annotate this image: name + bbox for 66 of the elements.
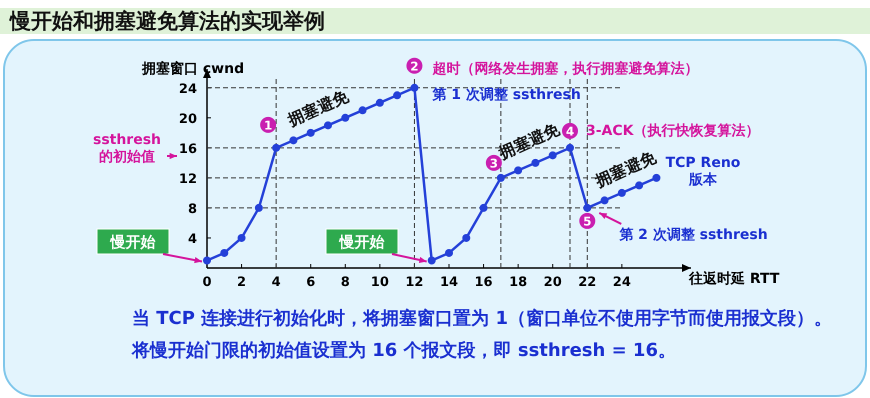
x-tick-label: 12 [405, 275, 424, 290]
point [531, 158, 540, 167]
point [635, 181, 644, 190]
y-tick-label: 16 [178, 142, 197, 157]
x-tick-label: 8 [340, 275, 350, 290]
point [358, 106, 367, 114]
annotation: 3 [490, 156, 498, 170]
point [254, 204, 263, 212]
y-tick-label: 8 [188, 202, 197, 217]
x-tick-label: 10 [370, 275, 389, 290]
point [496, 174, 505, 182]
point [618, 188, 626, 197]
x-tick-label: 20 [544, 275, 562, 290]
annotation: 5 [583, 214, 592, 228]
annotation: 4 [566, 124, 574, 138]
y-tick-label: 12 [178, 172, 197, 187]
text: 当 TCP 连接进行初始化时，将拥塞窗口置为 1（窗口单位不使用字节而使用报文段）。 [132, 307, 832, 331]
annotation: 拥塞避免 [284, 86, 352, 130]
x-tick-label: 0 [202, 275, 212, 290]
annotation: 1 [264, 118, 272, 132]
point [548, 151, 557, 160]
point [566, 144, 574, 152]
annotation: TCP Reno 版本 [666, 155, 741, 188]
x-axis-title: 往返时延 RTT [688, 270, 780, 287]
point [393, 91, 402, 100]
point [428, 256, 436, 264]
point [445, 248, 453, 257]
x-tick-label: 14 [440, 275, 458, 290]
point [203, 256, 211, 264]
annotation: 慢开始 [110, 233, 156, 251]
annotation: 3-ACK（执行快恢复算法） [586, 122, 760, 139]
annotation: 拥塞避免 [592, 146, 660, 191]
chart-title: 慢开始和拥塞避免算法的实现举例 [9, 9, 325, 33]
point [514, 166, 522, 174]
x-tick-label: 2 [237, 275, 246, 290]
point [652, 174, 660, 182]
x-tick-label: 24 [612, 275, 631, 290]
point [238, 234, 246, 242]
annotation: 慢开始 [338, 233, 386, 251]
annotation: 第 1 次调整 ssthresh [431, 86, 581, 103]
point [272, 144, 280, 152]
x-tick-label: 4 [272, 275, 281, 290]
point [324, 121, 332, 130]
point [376, 98, 384, 107]
y-tick-label: 20 [178, 112, 197, 127]
point [289, 136, 298, 144]
point [480, 204, 488, 212]
point [410, 84, 418, 92]
y-tick-label: 24 [178, 82, 197, 97]
text: ssthresh 的初始值 [92, 132, 162, 165]
y-axis-title: 拥塞窗口 cwnd [141, 60, 244, 77]
x-tick-label: 22 [578, 275, 596, 290]
point [341, 114, 350, 122]
text: 将慢开始门限的初始值设置为 16 个报文段，即 ssthresh = 16。 [132, 339, 677, 363]
annotation: 超时（网络发生拥塞，执行拥塞避免算法） [431, 60, 698, 77]
y-tick-label: 4 [188, 232, 197, 247]
point [306, 128, 315, 137]
annotation: 第 2 次调整 ssthresh [618, 226, 768, 243]
point [220, 248, 228, 257]
x-tick-label: 16 [474, 275, 493, 290]
annotation: 2 [410, 59, 419, 74]
point [462, 234, 470, 242]
x-tick-label: 6 [306, 275, 316, 290]
x-tick-label: 18 [509, 275, 528, 290]
point [583, 204, 592, 212]
point [600, 196, 609, 204]
